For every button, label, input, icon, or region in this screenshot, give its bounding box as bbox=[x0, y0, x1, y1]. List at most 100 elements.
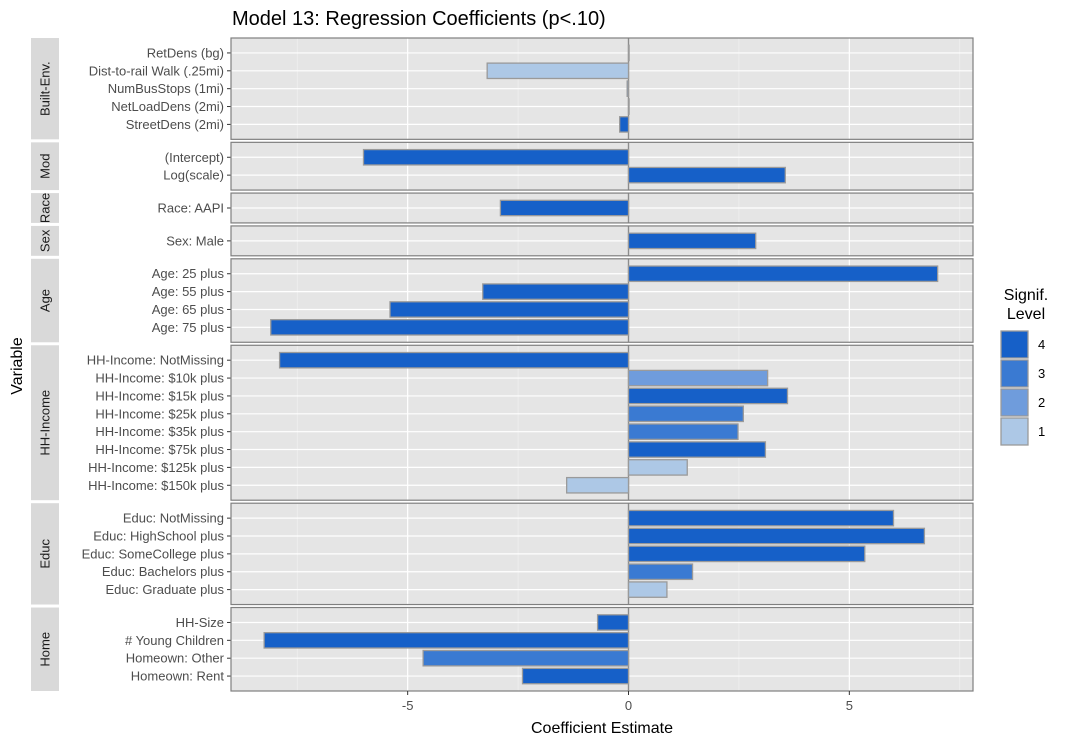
legend-key bbox=[1000, 330, 1029, 359]
y-tick-label: HH-Size bbox=[176, 615, 224, 630]
y-tick-label: Educ: HighSchool plus bbox=[93, 529, 224, 544]
facet-strip bbox=[31, 38, 59, 140]
y-tick-label: HH-Income: $125k plus bbox=[88, 460, 224, 475]
legend-title: Level bbox=[1007, 306, 1045, 323]
bar bbox=[389, 301, 630, 318]
legend-key bbox=[1000, 388, 1029, 417]
facet-strip-label: Race bbox=[38, 193, 53, 223]
panel-border bbox=[230, 192, 974, 224]
legend-label: 4 bbox=[1038, 337, 1045, 352]
bar bbox=[627, 232, 757, 250]
facet-strip bbox=[31, 193, 59, 223]
bar bbox=[627, 459, 688, 476]
bar bbox=[627, 405, 744, 423]
bar bbox=[626, 80, 630, 97]
y-tick-label: # Young Children bbox=[125, 633, 224, 648]
y-tick-label: Race: AAPI bbox=[158, 201, 224, 216]
facet-strip-label: HH-Income bbox=[38, 390, 53, 456]
y-tick-label: Age: 65 plus bbox=[152, 302, 225, 317]
panel-border bbox=[230, 344, 974, 501]
bar bbox=[627, 563, 694, 581]
bar bbox=[627, 369, 769, 387]
y-tick-label: Educ: Bachelors plus bbox=[102, 564, 225, 579]
facet-strip-label: Mod bbox=[38, 154, 53, 179]
y-tick-label: NumBusStops (1mi) bbox=[108, 81, 224, 96]
bar bbox=[627, 509, 895, 527]
facet-strip bbox=[31, 607, 59, 691]
y-tick-label: Educ: Graduate plus bbox=[105, 582, 224, 597]
facet-strip-label: Educ bbox=[38, 539, 53, 569]
y-tick-label: HH-Income: $75k plus bbox=[95, 442, 224, 457]
panel-border bbox=[230, 502, 974, 606]
x-tick-label: 0 bbox=[625, 698, 632, 713]
y-tick-label: Dist-to-rail Walk (.25mi) bbox=[89, 63, 224, 78]
chart-title: Model 13: Regression Coefficients (p<.10… bbox=[232, 8, 606, 30]
bar bbox=[566, 476, 630, 494]
legend-key bbox=[1000, 417, 1029, 446]
bar bbox=[627, 166, 786, 184]
bar bbox=[627, 581, 668, 598]
y-tick-label: RetDens (bg) bbox=[147, 45, 224, 60]
y-tick-label: HH-Income: $35k plus bbox=[95, 424, 224, 439]
facet-strip-label: Home bbox=[38, 632, 53, 667]
bar bbox=[627, 441, 767, 458]
bar bbox=[263, 632, 630, 649]
panel-border bbox=[230, 37, 974, 140]
bar bbox=[422, 649, 630, 667]
facet-strip-label: Age bbox=[38, 289, 53, 312]
legend-title: Signif. bbox=[1004, 287, 1048, 304]
bar bbox=[627, 387, 789, 405]
legend-label: 1 bbox=[1038, 424, 1045, 439]
bar bbox=[499, 199, 630, 217]
bar bbox=[482, 283, 630, 300]
panel-border bbox=[230, 258, 974, 343]
bar bbox=[362, 148, 630, 166]
y-tick-label: Sex: Male bbox=[166, 233, 224, 248]
x-tick-label: 5 bbox=[846, 698, 853, 713]
bar bbox=[521, 667, 630, 685]
bar bbox=[596, 614, 630, 631]
y-tick-label: Log(scale) bbox=[163, 168, 224, 183]
facet-panels: RetDens (bg) Dist-to-rail Walk (.25mi) Num… bbox=[31, 37, 974, 713]
facet-strip-label: Built-Env. bbox=[38, 61, 53, 116]
facet-strip-label: Sex bbox=[38, 229, 53, 252]
facet-strip bbox=[31, 345, 59, 501]
y-tick-label: HH-Income: $150k plus bbox=[88, 478, 224, 493]
panel-border bbox=[230, 141, 974, 191]
x-tick-label: -5 bbox=[402, 698, 414, 713]
panel-border bbox=[230, 225, 974, 257]
bar bbox=[486, 62, 630, 80]
y-tick-label: Educ: SomeCollege plus bbox=[82, 546, 225, 561]
panel-border bbox=[230, 606, 974, 692]
y-tick-label: Homeown: Other bbox=[126, 651, 225, 666]
facet-strip bbox=[31, 225, 59, 256]
y-tick-label: HH-Income: $25k plus bbox=[95, 406, 224, 421]
legend-label: 3 bbox=[1038, 366, 1045, 381]
y-tick-label: Age: 55 plus bbox=[152, 284, 225, 299]
bar bbox=[627, 527, 926, 545]
y-tick-label: Age: 75 plus bbox=[152, 320, 225, 335]
facet-strip bbox=[31, 503, 59, 605]
y-tick-label: Educ: NotMissing bbox=[123, 511, 224, 526]
bar bbox=[627, 545, 866, 563]
legend-key bbox=[1000, 359, 1029, 388]
y-tick-label: HH-Income: NotMissing bbox=[87, 353, 224, 368]
y-tick-label: HH-Income: $15k plus bbox=[95, 388, 224, 403]
bar bbox=[627, 98, 630, 115]
bar bbox=[627, 44, 630, 62]
bar bbox=[627, 265, 939, 283]
y-tick-label: Homeown: Rent bbox=[131, 669, 225, 684]
y-tick-label: (Intercept) bbox=[165, 150, 224, 165]
y-tick-label: Age: 25 plus bbox=[152, 266, 225, 281]
bar bbox=[619, 116, 630, 133]
y-tick-label: HH-Income: $10k plus bbox=[95, 371, 224, 386]
bar bbox=[270, 319, 630, 336]
bar bbox=[278, 351, 630, 369]
facet-strip bbox=[31, 258, 59, 343]
bar bbox=[627, 423, 739, 440]
facet-strip bbox=[31, 142, 59, 191]
y-tick-label: StreetDens (2mi) bbox=[126, 117, 224, 132]
x-axis-title: Coefficient Estimate bbox=[531, 720, 673, 737]
legend-label: 2 bbox=[1038, 395, 1045, 410]
